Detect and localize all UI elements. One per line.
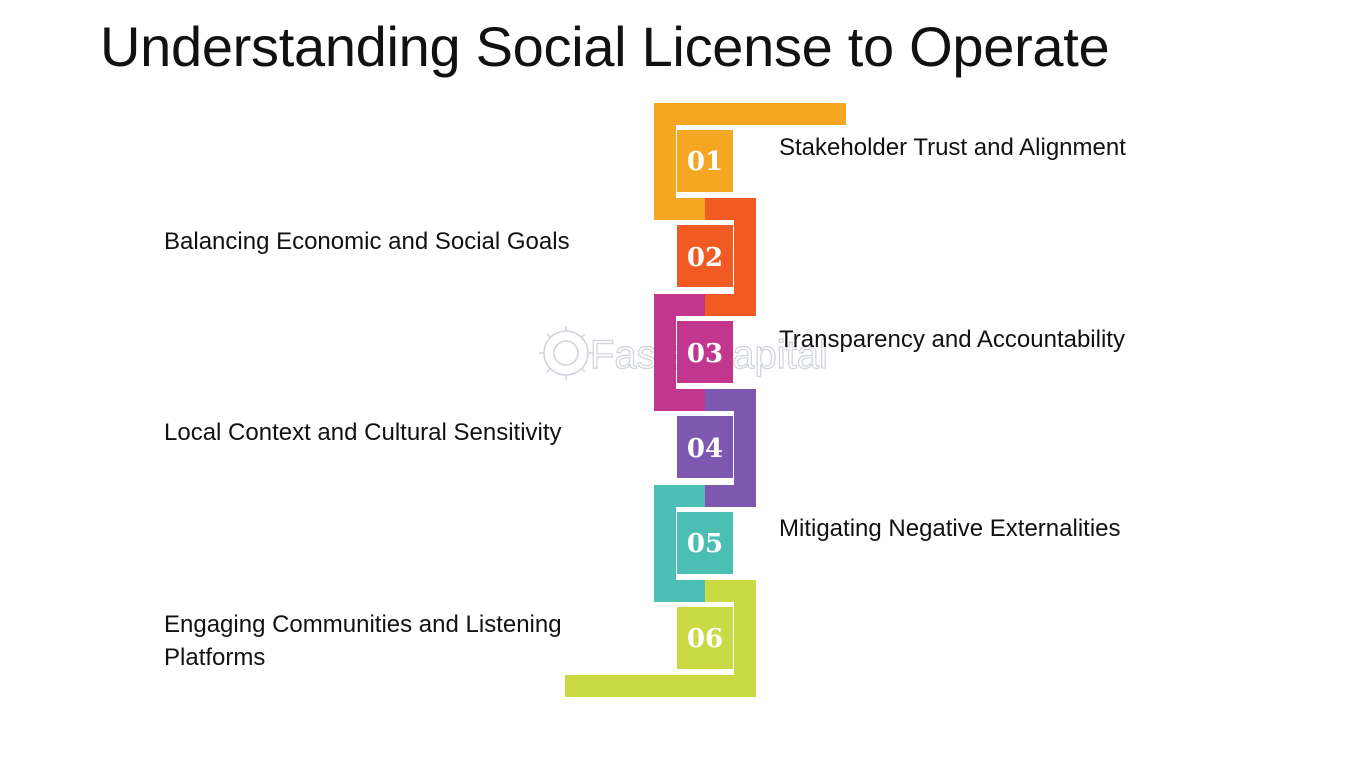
step-3-box xyxy=(677,321,733,383)
step-5-number: 05 xyxy=(687,529,723,559)
step-4-connector xyxy=(705,389,756,507)
connector-shapes xyxy=(565,103,846,697)
step-3-connector xyxy=(654,294,705,411)
step-3-label: Transparency and Accountability xyxy=(779,326,1125,353)
step-6-box xyxy=(677,607,733,669)
step-1-number: 01 xyxy=(687,147,723,177)
step-1-box xyxy=(677,130,733,192)
step-6-label: Engaging Communities and Listening Platf… xyxy=(164,611,562,671)
step-4-box xyxy=(677,416,733,478)
step-boxes: 01 02 03 04 05 06 xyxy=(677,130,733,669)
gear-icon xyxy=(539,326,593,380)
step-4-number: 04 xyxy=(687,434,723,464)
page-title: Understanding Social License to Operate xyxy=(100,15,1110,78)
step-5-label: Mitigating Negative Externalities xyxy=(779,515,1121,542)
step-2-connector xyxy=(705,198,756,316)
step-1-connector xyxy=(654,103,846,220)
step-5-box xyxy=(677,512,733,574)
step-4-label: Local Context and Cultural Sensitivity xyxy=(164,419,562,446)
step-1-label: Stakeholder Trust and Alignment xyxy=(779,134,1126,161)
step-2-number: 02 xyxy=(687,243,723,273)
step-2-label: Balancing Economic and Social Goals xyxy=(164,228,570,255)
step-6-number: 06 xyxy=(687,624,723,654)
step-6-connector xyxy=(565,580,756,697)
step-3-number: 03 xyxy=(687,339,723,369)
step-2-box xyxy=(677,225,733,287)
step-5-connector xyxy=(654,485,705,602)
